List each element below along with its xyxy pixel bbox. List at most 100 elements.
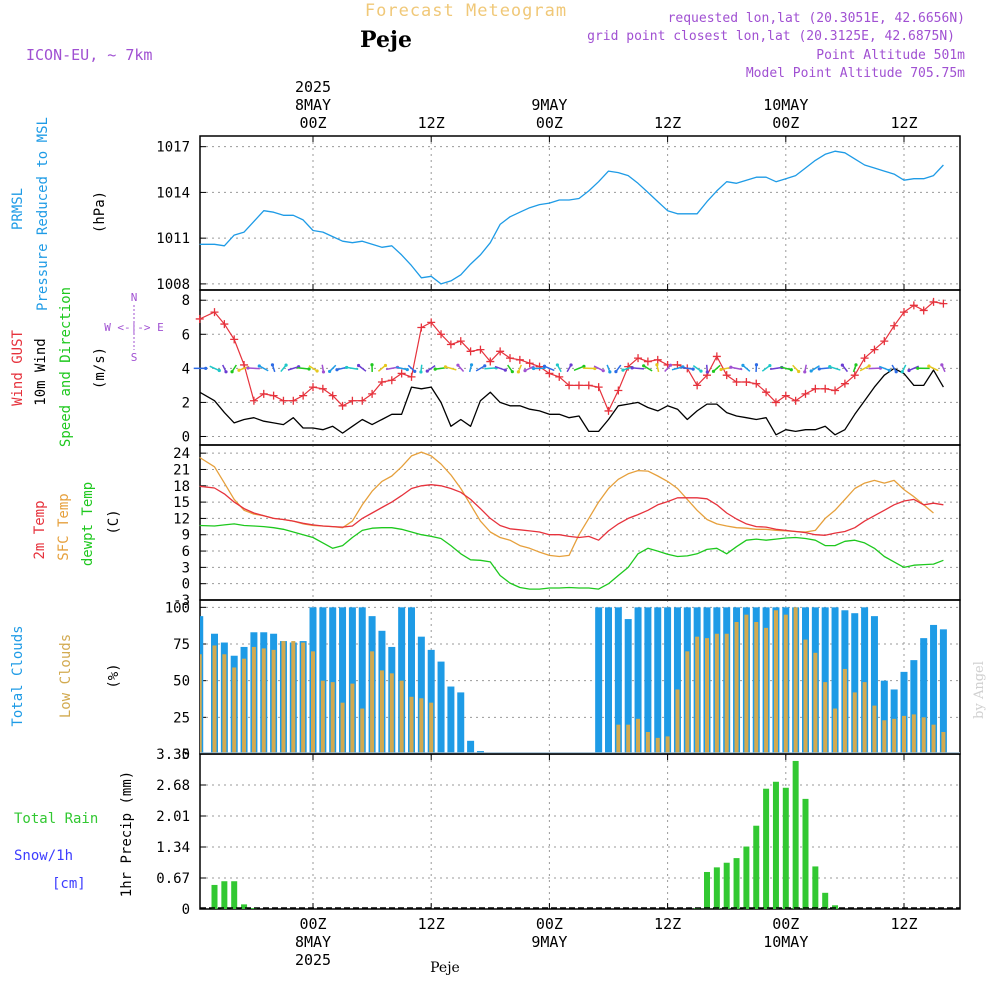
rain-bar [704,871,710,909]
gust-marker [939,299,948,308]
gust-marker [880,337,889,346]
gust-marker [890,321,899,330]
wind-arrow-head [900,370,904,374]
wind-arrow-head [642,364,646,368]
wind-arrow-head [854,363,858,367]
total-cloud-bar [851,613,859,754]
gust-marker [368,389,377,398]
wind-arrow-head [569,363,573,367]
wind-arrow [859,365,870,372]
gust-marker [821,384,830,393]
low-cloud-bar [862,682,867,754]
total-cloud-bar [900,671,908,754]
low-cloud-bar [773,610,778,754]
rain-bar [713,867,720,909]
precip-label-cm: [cm] [52,876,86,892]
gust-marker [348,396,357,405]
bottom-hour-label: 00Z [772,915,799,933]
gust-marker [358,396,367,405]
total-cloud-bar [654,607,662,754]
wind-arrow-head [217,368,221,373]
low-cloud-bar [379,670,384,754]
gust-line [199,301,944,412]
temp-label-sfc: SFC Temp [56,493,72,560]
y-tick-label: 1008 [156,277,190,293]
footer-location: Peje [430,960,460,976]
total-cloud-bar [339,607,347,754]
y-tick-label: 0 [182,577,190,593]
model-altitude: Model Point Altitude 705.75m [746,66,965,81]
y-tick-label: 6 [182,327,190,343]
gust-marker [407,372,416,381]
top-hour-label: 12Z [654,114,681,132]
pressure-label-msl: Pressure Reduced to MSL [35,117,51,311]
wind-arrow-head [345,365,349,370]
requested-coords: requested lon,lat (20.3051E, 42.6656N) [668,11,965,26]
temp-label-unit: (C) [106,509,122,534]
y-tick-label: 0 [182,902,190,918]
wind-arrow-head [867,364,871,368]
low-cloud-bar [852,692,857,754]
compass-we: W <-|-> E [104,321,164,334]
y-tick-label: 18 [173,479,190,495]
wind-arrow [671,366,684,371]
low-cloud-bar [291,641,296,754]
chart-title: Forecast Meteogram [365,1,567,21]
clouds-panel: 0 25 50 75 100 [165,599,961,763]
gust-marker [210,308,219,317]
total-cloud-bar [664,607,672,754]
top-date-label: 8MAY [295,96,331,114]
gust-marker [565,381,574,390]
low-cloud-bar [902,715,906,754]
wind-arrow-head [443,365,448,369]
pressure-line [199,150,944,285]
top-date-label: 10MAY [763,96,808,114]
wind-arrow [445,366,457,371]
total-cloud-bar [319,607,327,754]
wind-arrow-head [370,363,374,367]
y-tick-label: 3.35 [156,747,190,763]
low-cloud-bar [330,682,335,754]
gust-marker [634,354,643,363]
low-cloud-bar [370,651,375,754]
low-cloud-bar [419,698,424,754]
y-tick-label: 1014 [156,185,190,201]
low-cloud-bar [793,607,798,754]
low-cloud-bar [340,702,345,754]
bottom-date-label: 8MAY [295,933,331,951]
gust-marker [811,384,820,393]
y-tick-label: 24 [173,446,190,462]
bottom-hour-label: 12Z [418,915,445,933]
low-cloud-bar [833,708,838,754]
low-cloud-bar [320,680,325,754]
total-cloud-bar [831,607,839,754]
low-cloud-bar [626,724,631,754]
wind-arrow-head [582,364,586,368]
wind-arrow-head [542,364,547,368]
gust-marker [456,337,465,346]
wind-arrow [385,366,398,371]
gust-marker [377,377,386,386]
wind-arrow-head [809,369,813,373]
wind-arrow-head [940,363,944,367]
rain-bar [772,781,779,909]
low-cloud-bar [311,651,315,754]
total-cloud-bar [447,686,455,754]
low-cloud-bar [783,614,788,754]
wind-arrow [475,365,486,372]
wind-arrow-head [668,363,673,367]
y-tick-label: 0 [182,429,190,445]
y-tick-label: 1011 [156,231,190,247]
wind-arrow-head [425,369,429,373]
wind-arrow [297,366,310,370]
wind-arrow-head [224,370,228,374]
wind-arrow-head [803,370,807,374]
y-tick-label: 100 [165,600,190,616]
rain-bar [723,862,730,909]
gridpoint-coords: grid point closest lon,lat (20.3125E, 42… [587,29,955,44]
wind-arrow [643,365,653,372]
low-cloud-bar [409,696,414,754]
wind-arrow-head [828,365,832,369]
